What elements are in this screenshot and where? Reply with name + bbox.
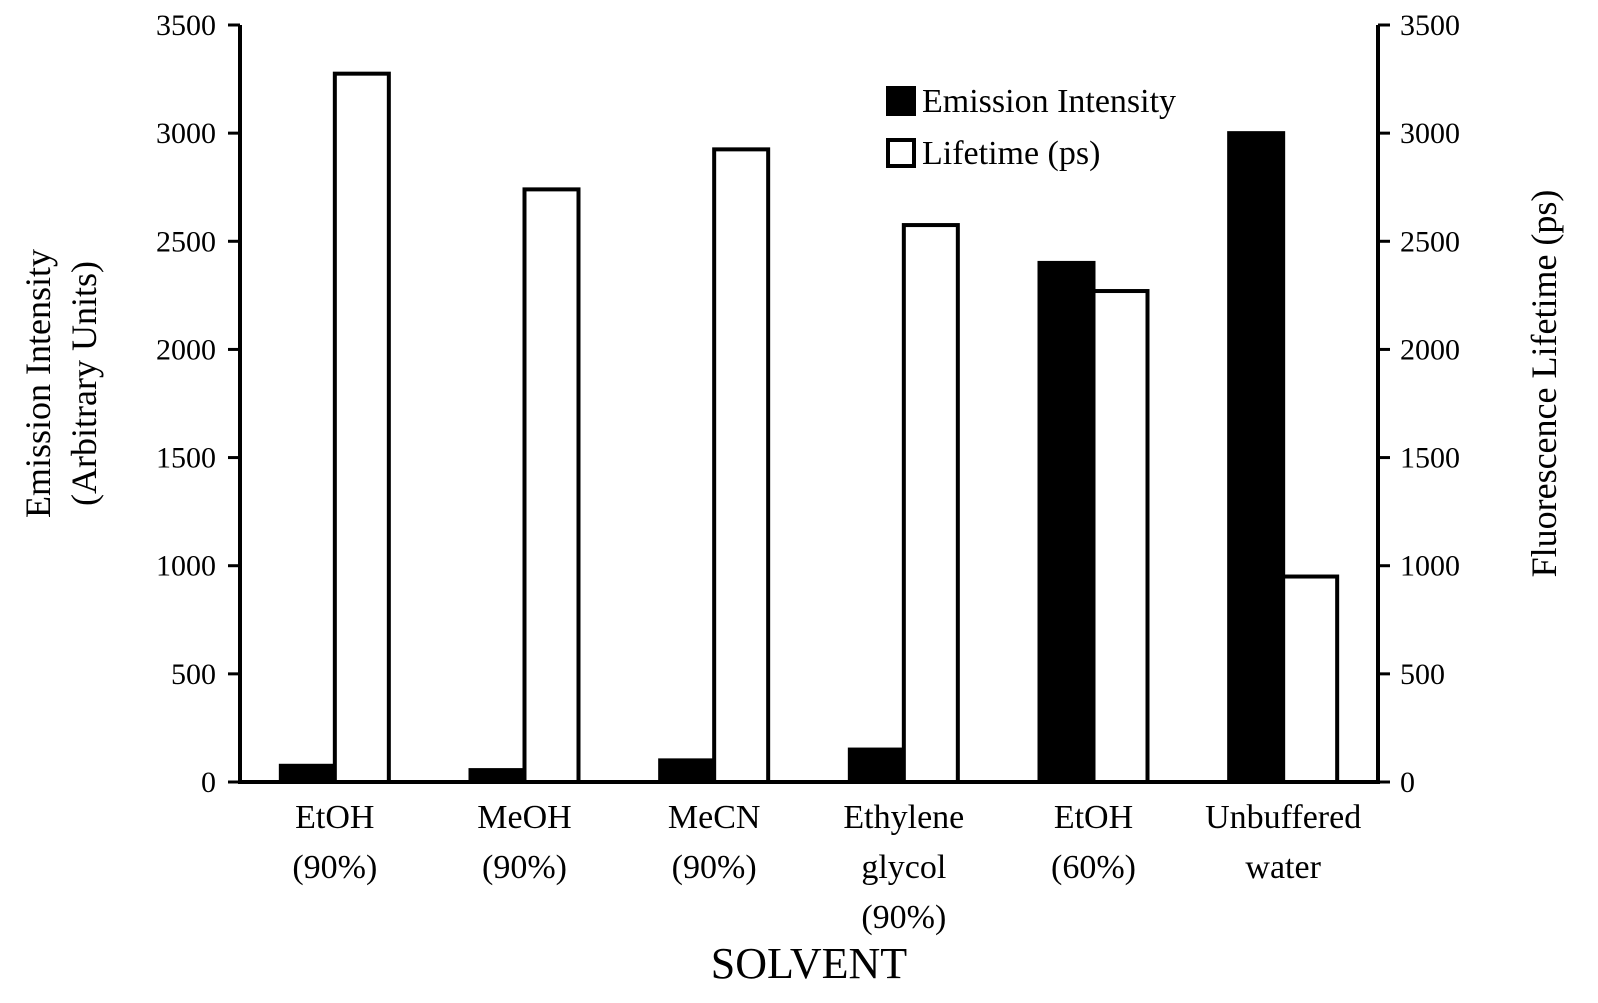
- category-label: Ethylene: [843, 799, 964, 836]
- left-y-axis-title: (Arbitrary Units): [64, 261, 104, 506]
- emission-bar: [278, 763, 337, 784]
- category-label: MeCN: [668, 799, 761, 836]
- right-tick-label: 500: [1400, 658, 1445, 691]
- category-label: water: [1245, 849, 1321, 886]
- lifetime-bar: [522, 187, 581, 784]
- left-tick-label: 1500: [156, 442, 216, 475]
- lifetime-bar: [901, 223, 960, 785]
- labels-layer: 0 500 1000 1500 2000 2500 3000 3500 0 500 1000 1500…: [18, 9, 1564, 988]
- right-tick-label: 0: [1400, 766, 1415, 799]
- category-label: (60%): [1051, 849, 1136, 886]
- left-tick-label: 2000: [156, 333, 216, 366]
- lifetime-bar: [1091, 289, 1150, 784]
- lifetime-bar: [712, 147, 771, 785]
- left-tick-label: 3500: [156, 9, 216, 42]
- category-label: (90%): [292, 849, 377, 886]
- legend: Emission Intensity Lifetime (ps): [886, 83, 1176, 172]
- right-tick-label: 3000: [1400, 117, 1460, 150]
- lifetime-bar: [332, 71, 391, 784]
- right-y-axis-title: Fluorescence Lifetime (ps): [1524, 190, 1564, 578]
- lifetime-bar: [1281, 574, 1340, 784]
- emission-bar: [847, 747, 906, 784]
- category-label: (90%): [482, 849, 567, 886]
- left-tick-label: 0: [201, 766, 216, 799]
- emission-bar: [1037, 260, 1096, 784]
- left-tick-label: 1000: [156, 550, 216, 583]
- category-label: Unbuffered: [1205, 799, 1361, 836]
- legend-label-emission: Emission Intensity: [922, 83, 1176, 120]
- category-label: glycol: [861, 849, 946, 886]
- x-axis-title: SOLVENT: [711, 939, 908, 988]
- category-label: MeOH: [477, 799, 571, 836]
- right-tick-label: 1000: [1400, 550, 1460, 583]
- right-tick-label: 3500: [1400, 9, 1460, 42]
- category-label: (90%): [672, 849, 757, 886]
- right-tick-label: 1500: [1400, 442, 1460, 475]
- bars-layer: [278, 71, 1340, 785]
- legend-swatch-lifetime: [886, 138, 916, 168]
- left-tick-label: 2500: [156, 225, 216, 258]
- legend-swatch-emission: [886, 86, 916, 116]
- right-tick-label: 2500: [1400, 225, 1460, 258]
- category-label: EtOH: [1054, 799, 1133, 836]
- legend-label-lifetime: Lifetime (ps): [922, 135, 1100, 172]
- category-label: EtOH: [295, 799, 374, 836]
- left-tick-label: 3000: [156, 117, 216, 150]
- right-tick-label: 2000: [1400, 333, 1460, 366]
- category-label: (90%): [861, 899, 946, 936]
- left-tick-label: 500: [171, 658, 216, 691]
- emission-bar: [1227, 131, 1286, 784]
- emission-bar: [658, 758, 717, 784]
- left-y-axis-title: Emission Intensity: [18, 249, 58, 518]
- axes-layer: [228, 23, 1390, 784]
